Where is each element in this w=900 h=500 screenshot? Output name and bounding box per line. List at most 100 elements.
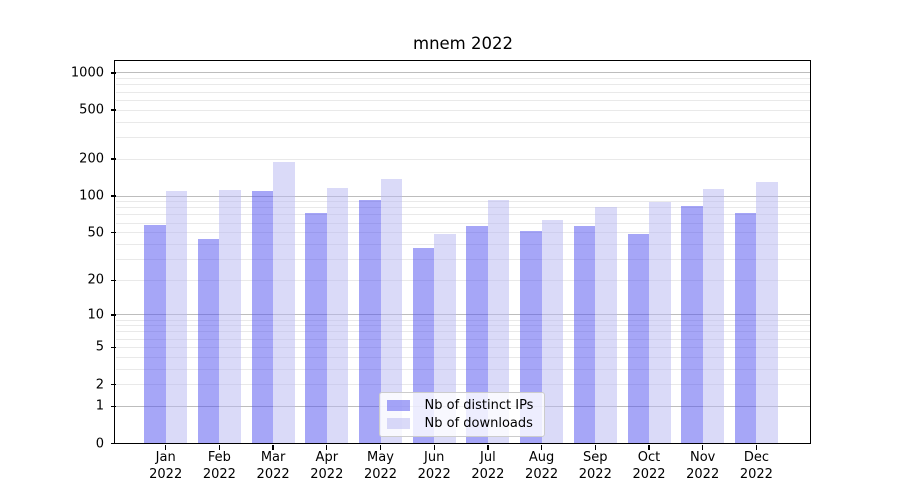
y-tick-0 xyxy=(110,442,116,445)
legend-label-distinct-ips: Nb of distinct IPs xyxy=(424,397,534,413)
bar-downloads-aug-2022 xyxy=(541,219,564,444)
bar-distinct-ips-apr-2022 xyxy=(305,212,327,444)
x-tick-sep-2022 xyxy=(594,444,596,450)
y-tick-100 xyxy=(110,195,116,197)
x-tick-label-oct-2022: Oct 2022 xyxy=(632,450,666,482)
bar-downloads-jun-2022 xyxy=(434,233,456,444)
x-tick-label-mar-2022: Mar 2022 xyxy=(256,450,290,482)
x-tick-label-may-2022: May 2022 xyxy=(363,450,398,482)
bar-downloads-feb-2022 xyxy=(219,189,241,444)
legend-label-downloads: Nb of downloads xyxy=(424,415,533,431)
gridline-minor-30 xyxy=(115,258,811,260)
x-tick-jun-2022 xyxy=(433,444,435,450)
x-tick-label-jun-2022: Jun 2022 xyxy=(417,450,451,482)
plot-area xyxy=(115,61,811,444)
gridline-minor-40 xyxy=(115,243,811,245)
x-tick-dec-2022 xyxy=(755,444,758,450)
gridline-minor-400 xyxy=(115,121,811,123)
x-tick-may-2022 xyxy=(379,444,382,450)
bar-downloads-may-2022 xyxy=(380,178,402,444)
x-tick-jul-2022 xyxy=(487,444,489,450)
gridline-minor-20 xyxy=(115,279,811,281)
bar-downloads-nov-2022 xyxy=(702,189,725,444)
legend: Nb of distinct IPs Nb of downloads xyxy=(378,392,545,437)
bar-downloads-jan-2022 xyxy=(165,190,188,444)
y-tick-label-10: 10 xyxy=(87,307,104,323)
gridline-major-1000 xyxy=(115,72,811,74)
bar-distinct-ips-mar-2022 xyxy=(251,190,274,444)
y-tick-label-20: 20 xyxy=(87,272,104,288)
x-tick-label-sep-2022: Sep 2022 xyxy=(578,450,612,482)
bar-downloads-dec-2022 xyxy=(756,182,778,444)
gridline-minor-80 xyxy=(115,207,811,209)
bar-distinct-ips-oct-2022 xyxy=(627,233,649,444)
bar-downloads-apr-2022 xyxy=(326,188,349,444)
bar-distinct-ips-feb-2022 xyxy=(197,239,220,444)
gridline-minor-4 xyxy=(115,356,811,358)
y-tick-20 xyxy=(110,279,116,281)
gridline-minor-60 xyxy=(115,222,811,224)
y-tick-label-2: 2 xyxy=(95,377,104,393)
gridline-minor-70 xyxy=(115,214,811,216)
gridline-minor-2 xyxy=(115,384,811,386)
x-tick-label-dec-2022: Dec 2022 xyxy=(739,450,773,482)
bar-downloads-sep-2022 xyxy=(595,206,617,444)
y-tick-label-1: 1 xyxy=(95,398,104,414)
y-tick-200 xyxy=(110,158,116,160)
legend-swatch-distinct-ips xyxy=(386,400,410,411)
gridline-minor-3 xyxy=(115,368,811,370)
x-tick-label-jul-2022: Jul 2022 xyxy=(471,450,505,482)
y-tick-2 xyxy=(110,383,116,386)
gridline-minor-800 xyxy=(115,84,811,86)
x-tick-aug-2022 xyxy=(540,444,543,450)
gridline-minor-7 xyxy=(115,331,811,333)
legend-swatch-downloads xyxy=(386,418,410,429)
x-tick-jan-2022 xyxy=(165,444,167,450)
gridline-minor-900 xyxy=(115,78,811,80)
x-tick-label-apr-2022: Apr 2022 xyxy=(310,450,344,482)
x-tick-feb-2022 xyxy=(218,444,221,450)
gridline-minor-9 xyxy=(115,319,811,321)
gridline-minor-200 xyxy=(115,158,811,160)
y-tick-label-5: 5 xyxy=(95,339,104,355)
x-tick-oct-2022 xyxy=(648,444,650,450)
bar-downloads-mar-2022 xyxy=(273,161,295,444)
y-tick-label-1000: 1000 xyxy=(70,65,104,81)
x-tick-label-feb-2022: Feb 2022 xyxy=(202,450,236,482)
x-tick-label-jan-2022: Jan 2022 xyxy=(149,450,183,482)
bar-downloads-jul-2022 xyxy=(487,199,510,444)
bar-distinct-ips-jan-2022 xyxy=(144,224,166,444)
x-tick-mar-2022 xyxy=(272,444,274,450)
bar-distinct-ips-may-2022 xyxy=(359,199,381,444)
y-tick-label-50: 50 xyxy=(87,225,104,241)
gridline-minor-5 xyxy=(115,346,811,348)
chart-title: mnem 2022 xyxy=(413,34,513,53)
gridline-major-10 xyxy=(115,314,811,316)
gridline-minor-90 xyxy=(115,201,811,203)
x-tick-label-nov-2022: Nov 2022 xyxy=(686,450,720,482)
gridline-minor-6 xyxy=(115,338,811,340)
y-tick-1000 xyxy=(110,72,116,74)
x-tick-apr-2022 xyxy=(326,444,328,450)
gridline-minor-700 xyxy=(115,91,811,93)
y-tick-5 xyxy=(110,346,116,349)
gridline-major-100 xyxy=(115,195,811,197)
bar-distinct-ips-jul-2022 xyxy=(466,225,488,444)
y-tick-50 xyxy=(110,231,116,234)
gridline-minor-500 xyxy=(115,109,811,111)
bar-distinct-ips-sep-2022 xyxy=(573,225,596,444)
gridline-minor-50 xyxy=(115,232,811,234)
x-tick-label-aug-2022: Aug 2022 xyxy=(525,450,559,482)
legend-item-distinct-ips: Nb of distinct IPs xyxy=(386,397,544,413)
bar-downloads-oct-2022 xyxy=(649,201,671,444)
gridline-minor-600 xyxy=(115,99,811,101)
y-tick-label-100: 100 xyxy=(79,188,104,204)
x-tick-nov-2022 xyxy=(702,444,704,450)
bar-distinct-ips-nov-2022 xyxy=(681,205,703,444)
bar-distinct-ips-aug-2022 xyxy=(520,230,542,444)
legend-item-downloads: Nb of downloads xyxy=(386,415,544,431)
gridline-minor-8 xyxy=(115,325,811,327)
y-tick-label-0: 0 xyxy=(95,436,104,451)
y-tick-10 xyxy=(110,314,116,316)
